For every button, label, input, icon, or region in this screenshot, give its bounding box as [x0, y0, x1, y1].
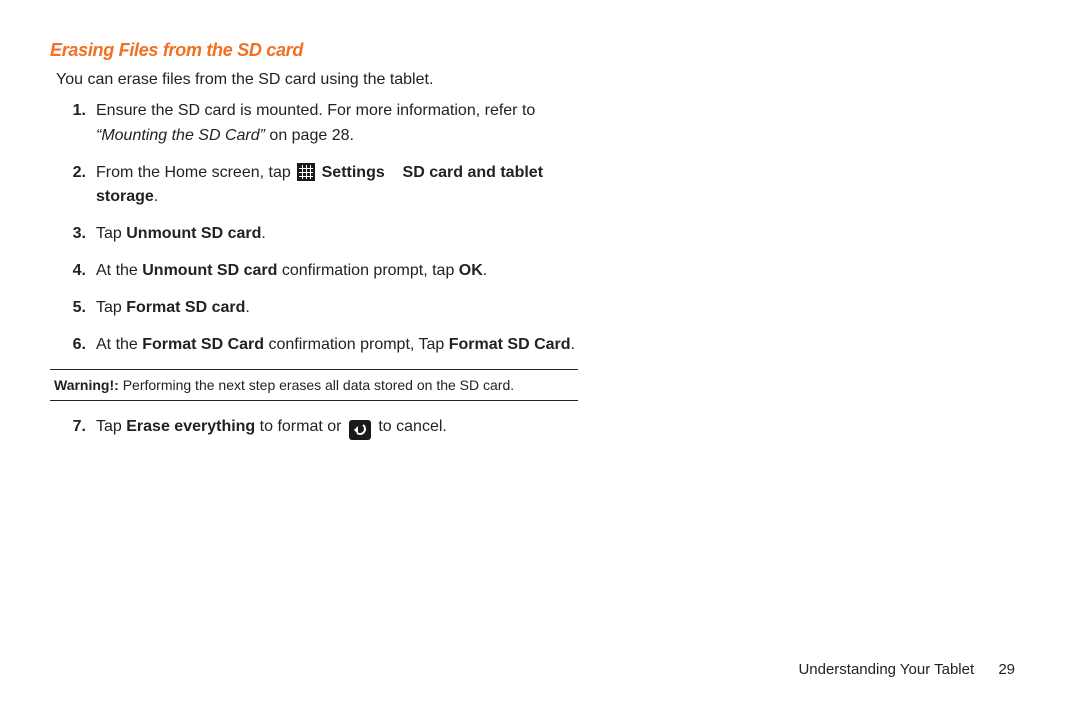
intro-text: You can erase files from the SD card usi…: [56, 71, 1035, 89]
step-text: confirmation prompt, tap: [277, 262, 458, 279]
step-body: Ensure the SD card is mounted. For more …: [96, 99, 576, 149]
step-text: From the Home screen, tap: [96, 164, 295, 181]
step-number: 3.: [56, 222, 96, 247]
step-2: 2. From the Home screen, tap Settings SD…: [56, 161, 576, 211]
step-text: .: [571, 336, 575, 353]
step-body: At the Format SD Card confirmation promp…: [96, 333, 576, 358]
step-text: Tap: [96, 418, 126, 435]
warning-box: Warning!: Performing the next step erase…: [50, 369, 578, 401]
step-text: .: [245, 299, 249, 316]
step-3: 3. Tap Unmount SD card.: [56, 222, 576, 247]
step-number: 6.: [56, 333, 96, 358]
step-body: At the Unmount SD card confirmation prom…: [96, 259, 576, 284]
step-number: 1.: [56, 99, 96, 124]
ui-label: OK: [459, 262, 483, 279]
ui-path: Settings: [317, 164, 389, 181]
step-number: 2.: [56, 161, 96, 186]
ui-label: Format SD card: [126, 299, 245, 316]
back-icon: [349, 420, 371, 440]
step-body: Tap Unmount SD card.: [96, 222, 576, 247]
step-body: From the Home screen, tap Settings SD ca…: [96, 161, 576, 211]
apps-grid-icon: [297, 163, 315, 181]
ui-label: Format SD Card: [142, 336, 264, 353]
section-heading: Erasing Files from the SD card: [50, 40, 1035, 61]
page-number: 29: [998, 661, 1015, 678]
step-text: refer to: [485, 102, 536, 119]
ui-label: Unmount SD card: [126, 225, 261, 242]
ui-label: Erase everything: [126, 418, 255, 435]
footer-section: Understanding Your Tablet: [798, 661, 974, 678]
step-4: 4. At the Unmount SD card confirmation p…: [56, 259, 576, 284]
step-6: 6. At the Format SD Card confirmation pr…: [56, 333, 576, 358]
warning-text: Performing the next step erases all data…: [119, 377, 514, 393]
step-5: 5. Tap Format SD card.: [56, 296, 576, 321]
steps-list: 1. Ensure the SD card is mounted. For mo…: [56, 99, 576, 357]
step-text: .: [261, 225, 265, 242]
step-text: .: [154, 188, 158, 205]
step-text: to cancel.: [374, 418, 447, 435]
step-1: 1. Ensure the SD card is mounted. For mo…: [56, 99, 576, 149]
ui-label: Unmount SD card: [142, 262, 277, 279]
step-body: Tap Erase everything to format or to can…: [96, 415, 576, 440]
page-footer: Understanding Your Tablet 29: [798, 661, 1015, 678]
step-text: At the: [96, 262, 142, 279]
step-text: on page 28.: [265, 127, 354, 144]
cross-ref: “Mounting the SD Card”: [96, 127, 265, 144]
step-text: to format or: [255, 418, 346, 435]
step-7: 7. Tap Erase everything to format or to …: [56, 415, 576, 440]
step-number: 7.: [56, 415, 96, 440]
step-number: 5.: [56, 296, 96, 321]
step-text: .: [483, 262, 487, 279]
warning-label: Warning!:: [54, 377, 119, 393]
step-number: 4.: [56, 259, 96, 284]
step-body: Tap Format SD card.: [96, 296, 576, 321]
step-text: Tap: [96, 225, 126, 242]
steps-list-cont: 7. Tap Erase everything to format or to …: [56, 415, 576, 440]
ui-label: Format SD Card: [449, 336, 571, 353]
step-text: Ensure the SD card is mounted. For more …: [96, 102, 485, 119]
step-text: At the: [96, 336, 142, 353]
step-text: confirmation prompt, Tap: [264, 336, 449, 353]
manual-page: Erasing Files from the SD card You can e…: [0, 0, 1080, 720]
step-text: Tap: [96, 299, 126, 316]
